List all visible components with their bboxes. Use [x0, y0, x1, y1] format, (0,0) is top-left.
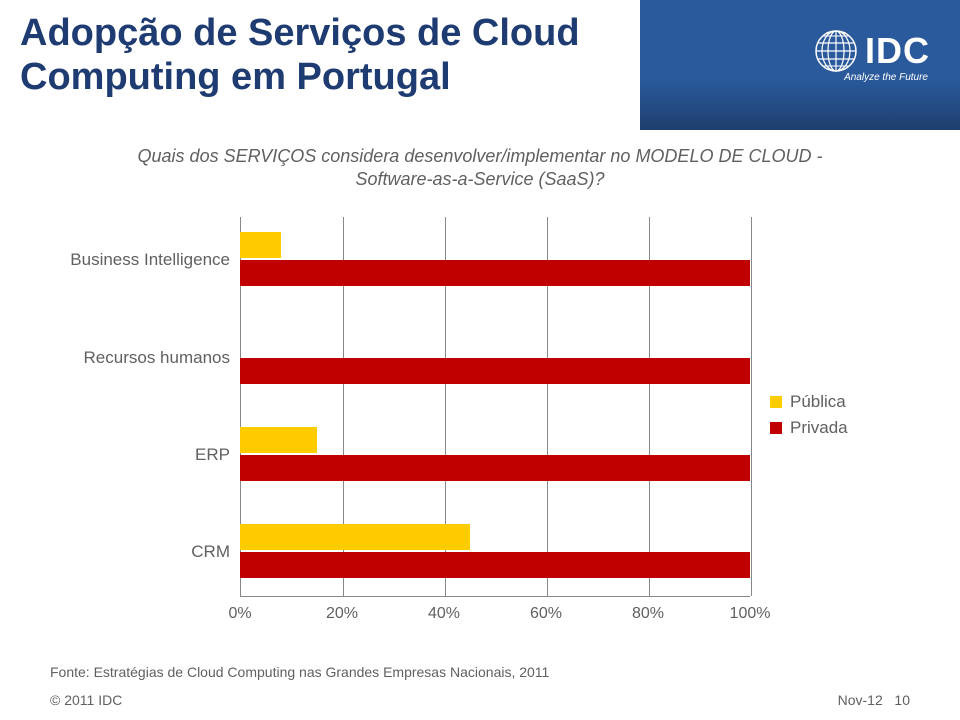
title-container: Adopção de Serviços de Cloud Computing e…: [0, 0, 640, 130]
logo-text: IDC: [865, 30, 930, 72]
x-tick-label: 20%: [326, 605, 358, 623]
page-title: Adopção de Serviços de Cloud Computing e…: [20, 12, 620, 99]
category-label: Business Intelligence: [50, 250, 230, 270]
legend-swatch: [770, 396, 782, 408]
legend-swatch: [770, 422, 782, 434]
source-text: Fonte: Estratégias de Cloud Computing na…: [50, 664, 549, 680]
footer-right: Nov-12 10: [838, 692, 910, 708]
bar-pública: [240, 232, 281, 258]
bar-privada: [240, 455, 750, 481]
x-tick-label: 0%: [228, 605, 251, 623]
content-area: Quais dos SERVIÇOS considera desenvolver…: [50, 145, 910, 637]
category-label: CRM: [50, 542, 230, 562]
x-tick-label: 60%: [530, 605, 562, 623]
copyright: © 2011 IDC: [50, 692, 122, 708]
logo-tagline: Analyze the Future: [844, 72, 928, 83]
footer: © 2011 IDC Nov-12 10: [0, 692, 960, 708]
x-tick-label: 40%: [428, 605, 460, 623]
legend-item: Pública: [770, 392, 848, 412]
footer-page: 10: [894, 692, 910, 708]
bar-pública: [240, 427, 317, 453]
x-tick-label: 80%: [632, 605, 664, 623]
logo: IDC: [815, 30, 930, 72]
legend: Pública Privada: [770, 392, 848, 444]
globe-icon: [815, 30, 857, 72]
category-label: ERP: [50, 445, 230, 465]
bar-pública: [240, 524, 470, 550]
legend-label: Privada: [790, 418, 848, 438]
legend-item: Privada: [770, 418, 848, 438]
bar-privada: [240, 358, 750, 384]
chart: Pública Privada 0% 20% 40% 60% 80% 100% Busines…: [50, 217, 910, 637]
gridline: [751, 217, 752, 596]
footer-date: Nov-12: [838, 692, 883, 708]
category-label: Recursos humanos: [50, 348, 230, 368]
x-tick-label: 100%: [730, 605, 771, 623]
bar-privada: [240, 552, 750, 578]
legend-label: Pública: [790, 392, 846, 412]
chart-subtitle: Quais dos SERVIÇOS considera desenvolver…: [50, 145, 910, 192]
bar-privada: [240, 260, 750, 286]
